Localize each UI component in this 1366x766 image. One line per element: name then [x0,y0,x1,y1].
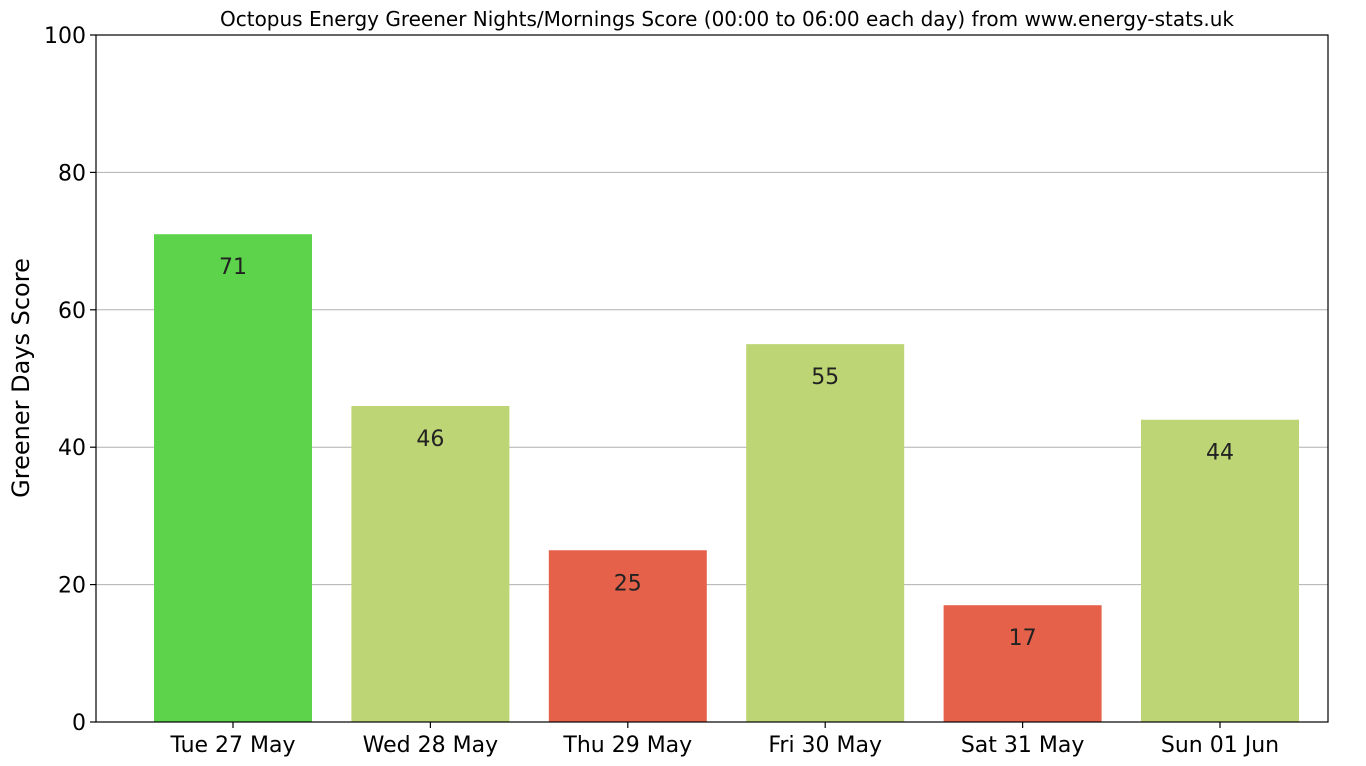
x-tick-label: Fri 30 May [768,733,882,758]
x-tick-label: Sun 01 Jun [1161,733,1279,758]
bar [746,344,905,722]
y-tick-label: 60 [58,299,86,324]
bar-value-label: 46 [416,427,444,452]
bar [943,605,1102,722]
y-tick-label: 80 [58,161,86,186]
x-tick-label: Wed 28 May [363,733,498,758]
y-tick-label: 20 [58,574,86,599]
bar-value-label: 17 [1009,626,1037,651]
bar [548,550,707,722]
y-tick-label: 0 [72,711,86,736]
x-axis: Tue 27 May Wed 28 May Thu 29 May Fri 30 May… [169,722,1279,758]
y-axis-label: Greener Days Score [7,258,35,498]
bar-value-label: 71 [219,255,247,280]
bar-value-label: 55 [811,365,839,390]
y-tick-label: 100 [44,24,86,49]
bar-value-label: 44 [1206,441,1234,466]
bar [1141,419,1299,722]
plot-frame [95,34,1329,723]
bar [351,405,510,722]
y-tick-label: 40 [58,436,86,461]
bar-value-labels: 71 46 25 55 17 44 [219,255,1234,651]
x-tick-label: Tue 27 May [169,733,295,758]
bar [154,234,312,723]
x-tick-label: Sat 31 May [961,733,1085,758]
y-axis: 0 20 40 60 80 100 [44,24,96,736]
chart-title: Octopus Energy Greener Nights/Mornings S… [220,7,1234,31]
x-tick-label: Thu 29 May [562,733,692,758]
bars [154,234,1299,723]
bar-value-label: 25 [614,571,642,596]
